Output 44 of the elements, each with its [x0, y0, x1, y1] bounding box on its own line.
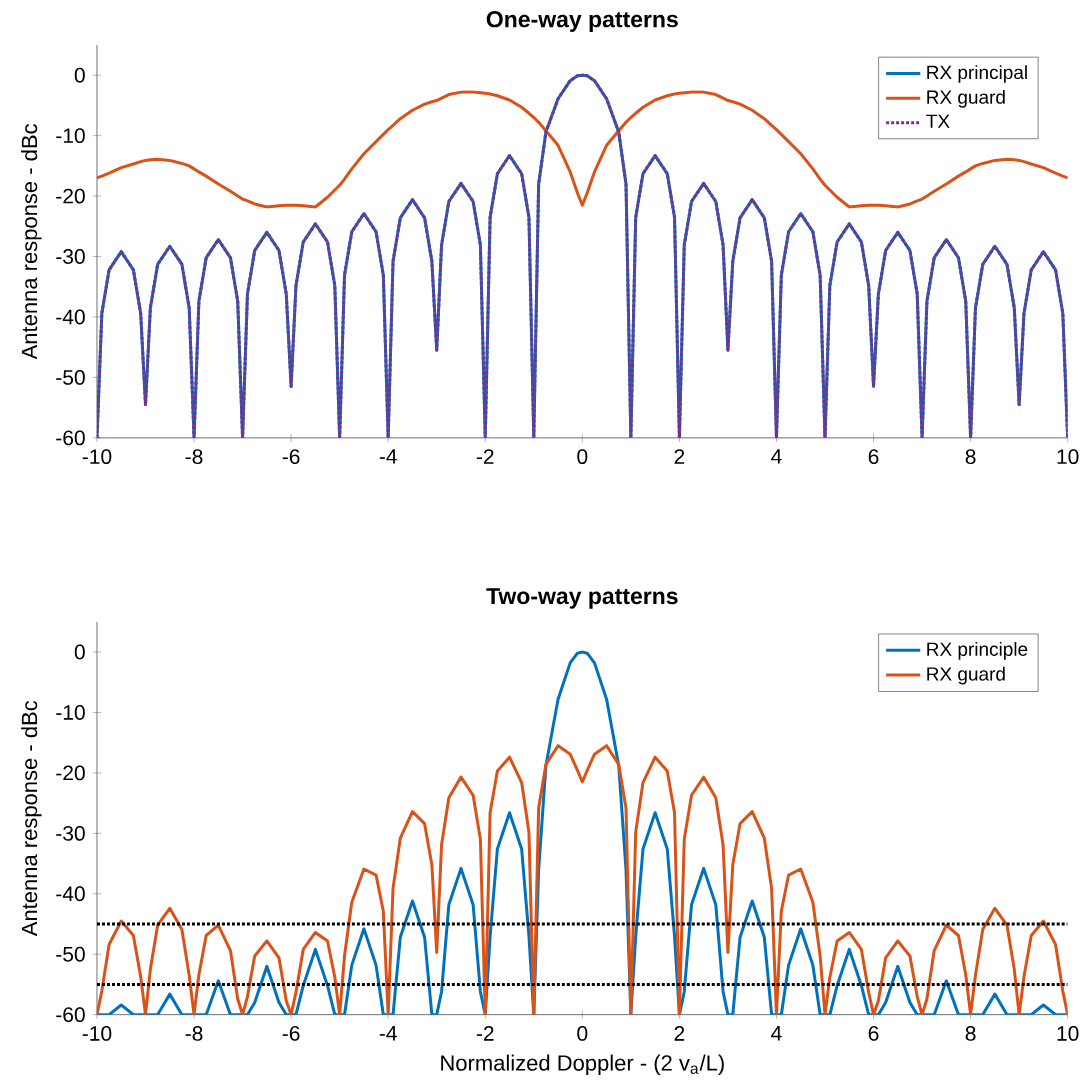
x-axis-title: Normalized Doppler - (2 v$_{a}$/L)	[441, 1054, 724, 1076]
legend-label: RX guard	[927, 666, 1005, 685]
x-tick-label: -8	[185, 449, 203, 465]
chart-title: Two-way patterns	[486, 588, 678, 609]
y-tick-label: -20	[56, 765, 85, 781]
y-tick-label: 0	[74, 67, 85, 83]
y-tick-label: -50	[56, 946, 85, 962]
y-tick-label: -50	[56, 370, 85, 385]
y-axis-title: Antenna response - dBc	[21, 124, 42, 360]
x-tick-label: -6	[282, 449, 300, 465]
x-tick-label: -2	[476, 1026, 494, 1041]
x-tick-label: 10	[1057, 1026, 1079, 1041]
y-tick-label: -20	[56, 188, 85, 204]
x-tick-label: 6	[868, 449, 879, 465]
y-tick-label: 0	[74, 644, 85, 660]
x-tick-label: 8	[965, 1026, 976, 1041]
legend-label: RX guard	[927, 90, 1005, 108]
x-tick-label: -2	[476, 449, 494, 464]
legend-label: RX principal	[927, 65, 1027, 83]
x-tick-label: 2	[674, 1026, 685, 1041]
y-tick-label: -30	[56, 249, 85, 265]
x-tick-label: 10	[1057, 449, 1079, 465]
x-tick-label: 2	[674, 449, 685, 464]
y-tick-label: -10	[56, 128, 85, 144]
y-tick-label: -10	[56, 705, 85, 721]
y-tick-label: -40	[56, 309, 85, 325]
x-tick-label: -4	[379, 449, 397, 464]
y-tick-label: -60	[56, 430, 85, 446]
legend-label: TX	[926, 114, 950, 128]
chart-title: One-way patterns	[486, 11, 678, 33]
x-tick-label: -8	[185, 1026, 203, 1041]
x-tick-label: 8	[965, 449, 976, 465]
y-tick-label: -30	[56, 826, 85, 841]
x-tick-label: -4	[379, 1026, 397, 1041]
x-tick-label: 0	[577, 1026, 588, 1041]
x-tick-label: -6	[282, 1026, 300, 1041]
y-tick-label: -60	[56, 1007, 85, 1023]
legend-label: RX principle	[927, 642, 1028, 660]
y-tick-label: -40	[56, 886, 85, 902]
x-tick-label: 6	[868, 1026, 879, 1041]
x-tick-label: 4	[771, 449, 782, 464]
x-tick-label: 0	[577, 449, 588, 465]
y-axis-title: Antenna response - dBc	[21, 701, 42, 937]
x-tick-label: 4	[771, 1026, 782, 1041]
